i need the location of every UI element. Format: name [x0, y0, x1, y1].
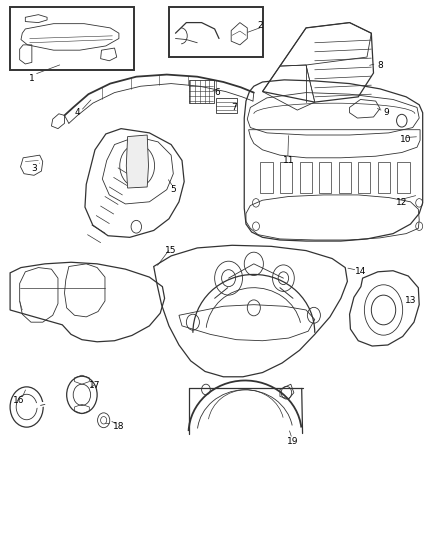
Text: 16: 16: [13, 395, 25, 405]
Bar: [215, 98, 237, 113]
Text: 7: 7: [231, 103, 237, 112]
Bar: [339, 161, 351, 193]
Bar: [188, 80, 214, 103]
Text: 13: 13: [405, 296, 416, 305]
Text: 10: 10: [400, 135, 412, 144]
Text: 17: 17: [89, 381, 101, 390]
Text: 19: 19: [287, 437, 299, 446]
Text: 12: 12: [396, 198, 407, 207]
Polygon shape: [126, 135, 148, 188]
Bar: [378, 161, 390, 193]
Text: 18: 18: [113, 422, 125, 431]
Text: 15: 15: [166, 246, 177, 255]
Text: 14: 14: [355, 268, 366, 276]
Text: 2: 2: [258, 21, 263, 30]
Bar: [260, 161, 272, 193]
Bar: [319, 161, 331, 193]
Text: 1: 1: [29, 74, 35, 83]
Text: 6: 6: [214, 88, 220, 97]
Text: 8: 8: [377, 61, 383, 69]
Bar: [358, 161, 371, 193]
Bar: [280, 161, 292, 193]
Text: 11: 11: [283, 156, 294, 165]
Bar: [169, 7, 262, 57]
Bar: [300, 161, 312, 193]
Text: 3: 3: [31, 164, 37, 173]
Bar: [397, 161, 410, 193]
Bar: [10, 7, 134, 70]
Text: 5: 5: [170, 185, 176, 194]
Text: 4: 4: [75, 108, 80, 117]
Text: 9: 9: [384, 108, 389, 117]
